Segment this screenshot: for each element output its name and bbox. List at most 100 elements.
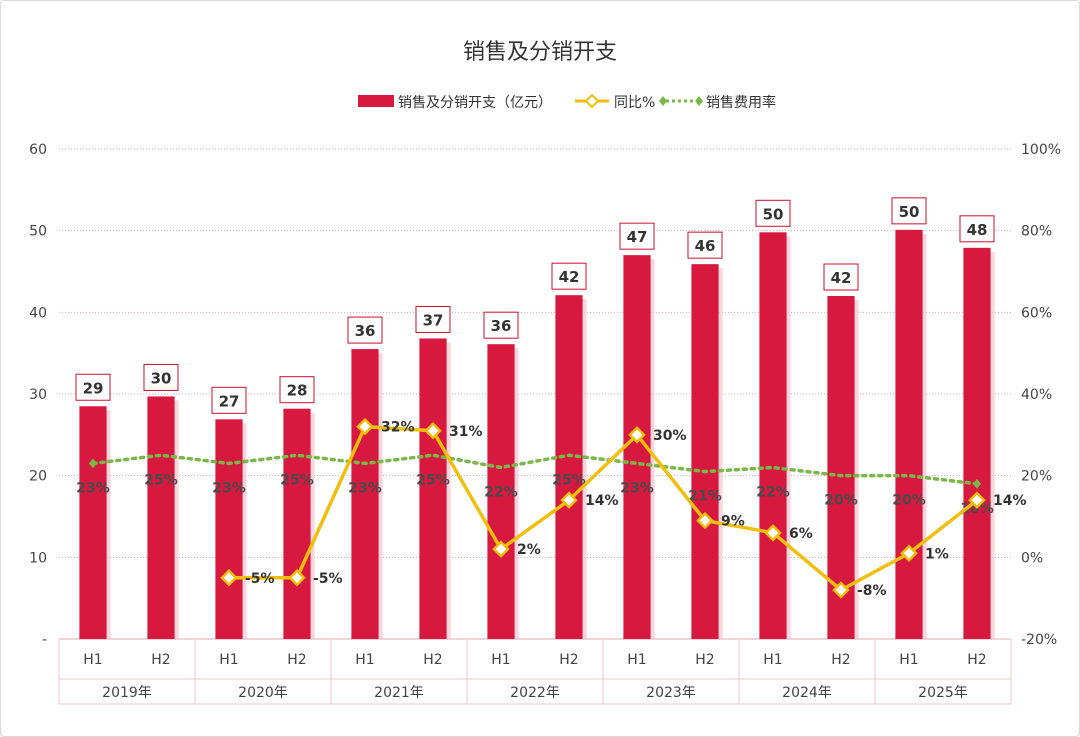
bar-label-box [279,376,315,404]
bar-label-box [211,386,247,414]
right-tick-label: 80% [1021,224,1052,240]
left-tick-label: 50 [29,224,47,240]
bar [79,406,107,639]
x-tick-label: H2 [967,652,986,668]
rate-value-label: 23% [212,480,246,496]
bar-value-label: 42 [831,269,852,287]
legend-rate-marker-left [659,96,667,106]
right-tick-label: 40% [1021,387,1052,403]
left-tick-label: 10 [29,550,47,566]
bar [555,295,583,639]
bar-value-label: 48 [967,221,988,239]
x-axis: H1 H2 H1 H2 H1 H2 H1 H2 H1 H2 H1 H2 H1 H2 2019年 2020年 20… [58,639,1012,705]
rate-value-label: 22% [756,485,790,501]
bar-label-box [619,222,655,250]
legend: 销售及分销开支（亿元） 同比% 销售费用率 [358,93,776,111]
x-year-label: 2019年 [102,685,152,701]
bar-label-box [347,316,383,344]
x-tick-label: H2 [423,652,442,668]
rate-value-label: 21% [688,489,722,505]
x-tick-label: H2 [287,652,306,668]
rate-value-label: 25% [144,472,178,488]
x-year-label: 2020年 [238,685,288,701]
bar-value-label: 28 [287,382,308,400]
yoy-point [356,417,374,436]
left-tick-label: - [42,632,47,648]
left-tick-label: 60 [29,142,47,158]
yoy-value-label: 14% [993,493,1027,509]
x-tick-label: H2 [559,652,578,668]
x-tick-label: H1 [763,652,782,668]
yoy-line-path [229,424,979,592]
bar-value-label: 30 [151,369,172,387]
rate-line-path [91,453,979,486]
bar-value-label: 27 [219,392,240,410]
yoy-point [492,540,510,558]
yoy-point [696,511,714,530]
bar-value-label: 42 [559,268,580,286]
yoy-value-label: -8% [857,583,887,599]
x-tick-label: H1 [491,652,510,668]
x-tick-label: H1 [83,652,102,668]
legend-yoy-marker [584,93,600,109]
bar-label-box [483,311,519,339]
yoy-point [424,421,442,440]
bar-label-box [415,305,451,333]
rate-value-label: 23% [76,480,110,496]
x-tick-label: H1 [219,652,238,668]
legend-rate-label: 销售费用率 [706,94,776,111]
yoy-point [832,581,850,599]
x-tick-label: H2 [831,652,850,668]
legend-rate-marker [695,96,703,106]
yoy-point [968,491,986,509]
yoy-point [288,568,306,587]
rate-value-label: 25% [280,472,314,488]
x-tick-label: H1 [355,652,374,668]
yoy-point [628,426,646,444]
bar-value-label: 36 [491,317,512,335]
bar [147,396,175,639]
bar-value-label: 47 [627,228,648,246]
yoy-point [900,544,918,563]
yoy-value-label: -5% [313,571,343,587]
gridlines [59,148,1011,640]
rate-value-label: 20% [824,493,858,509]
bar-value-label: 50 [763,205,784,223]
bar [419,338,447,639]
x-tick-label: H2 [695,652,714,668]
rate-value-label: 25% [416,472,450,488]
x-year-label: 2021年 [374,685,424,701]
bar [351,349,379,639]
bar-label-box [891,197,927,225]
bar-series: 29 30 27 28 36 37 36 42 47 46 50 42 50 48 [75,197,995,640]
left-tick-label: 30 [29,387,47,403]
bar-value-label: 36 [355,322,376,340]
right-tick-label: 60% [1021,305,1052,321]
bar-value-label: 46 [695,237,716,255]
right-tick-label: 100% [1021,142,1061,158]
yoy-value-label: 1% [925,546,949,562]
bar-label-box [755,199,791,227]
bar [963,247,991,640]
rate-value-label: 23% [348,480,382,496]
yoy-value-label: -5% [245,571,275,587]
right-axis: -20% 0% 20% 40% 60% 80% 100% [1021,142,1061,648]
rate-value-label: 22% [484,485,518,501]
bar-label-box [143,363,179,391]
yoy-value-label: 9% [721,514,745,530]
x-tick-label: H1 [899,652,918,668]
left-tick-label: 20 [29,469,47,485]
yoy-value-label: 32% [381,420,415,436]
bar-label-box [823,263,859,291]
yoy-point [560,491,578,509]
bar-value-label: 50 [899,203,920,221]
yoy-value-label: 2% [517,542,541,558]
bar [895,229,923,639]
bar [487,344,515,639]
x-tick-label: H1 [627,652,646,668]
x-year-label: 2024年 [782,685,832,701]
right-tick-label: 20% [1021,469,1052,485]
chart-title: 销售及分销开支 [463,40,617,65]
right-tick-label: -20% [1021,632,1057,648]
